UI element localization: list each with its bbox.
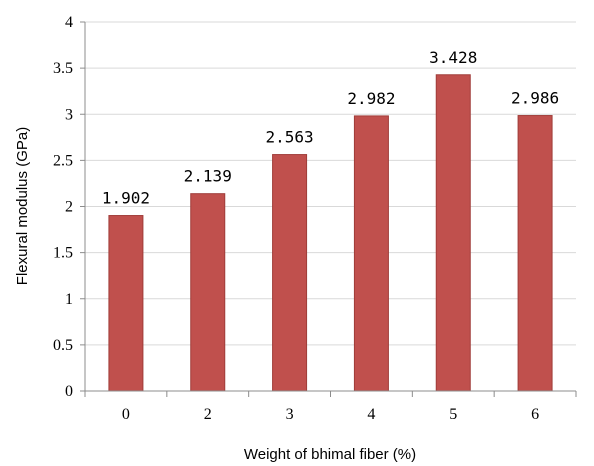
x-tick-label: 6 xyxy=(531,406,539,423)
y-ticks: 0 0.5 1 1.5 2 2.5 3 3.5 4 xyxy=(53,14,85,400)
data-labels: 1.902 2.139 2.563 2.982 3.428 2.986 xyxy=(102,48,559,208)
y-tick-label: 4 xyxy=(65,14,73,31)
y-tick-label: 2.5 xyxy=(53,152,73,169)
bar xyxy=(435,74,471,392)
bar xyxy=(272,154,308,392)
y-axis-title: Flexural modulus (GPa) xyxy=(14,127,31,285)
gridlines xyxy=(85,21,576,346)
x-tick-label: 2 xyxy=(204,406,212,423)
y-tick-label: 0.5 xyxy=(53,337,73,354)
bar xyxy=(190,193,226,392)
data-label: 1.902 xyxy=(102,189,150,208)
bar xyxy=(353,115,389,392)
x-tick-label: 0 xyxy=(122,406,130,423)
y-tick-label: 1.5 xyxy=(53,245,73,262)
x-tick-label: 3 xyxy=(286,406,294,423)
x-tick-label: 5 xyxy=(449,406,457,423)
y-tick-label: 0 xyxy=(65,383,73,400)
bar xyxy=(108,215,144,392)
y-tick-label: 1 xyxy=(65,291,73,308)
data-label: 2.139 xyxy=(184,167,232,186)
y-tick-label: 2 xyxy=(65,199,73,216)
data-label: 2.986 xyxy=(511,89,559,108)
bars xyxy=(108,74,553,392)
x-tick-label: 4 xyxy=(367,406,375,423)
x-ticks: 0 2 3 4 5 6 xyxy=(84,391,577,423)
data-label: 2.563 xyxy=(265,128,313,147)
data-label: 2.982 xyxy=(347,89,395,108)
data-label: 3.428 xyxy=(429,48,477,67)
x-axis-title: Weight of bhimal fiber (%) xyxy=(244,446,416,463)
y-tick-label: 3 xyxy=(65,106,73,123)
bar xyxy=(517,115,553,392)
y-tick-label: 3.5 xyxy=(53,60,73,77)
